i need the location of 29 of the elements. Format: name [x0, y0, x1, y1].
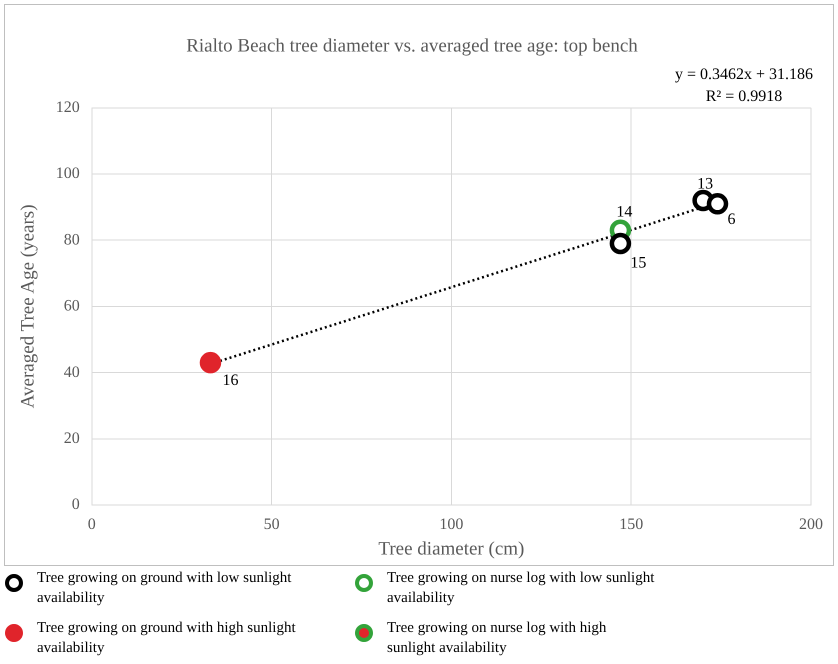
x-tick-label: 100 — [439, 516, 464, 533]
x-tick-label: 200 — [799, 516, 823, 533]
annotation: 15 — [630, 254, 646, 272]
annotation: 16 — [222, 372, 238, 389]
y-tick-label: 20 — [64, 430, 80, 448]
x-tick-label: 50 — [264, 516, 280, 533]
x-tick-label: 150 — [619, 516, 644, 533]
x-tick-label: 0 — [88, 516, 96, 533]
legend-label: Tree growing on nurse log with high sunlight availability — [387, 619, 608, 658]
y-axis-title: Averaged Tree Age (years) — [17, 204, 38, 408]
y-tick-label: 60 — [64, 298, 80, 315]
y-tick-label: 120 — [56, 99, 80, 116]
text: y = 0.3462x + 31.186 — [674, 66, 813, 84]
legend-label: Tree growing on ground with high sunlight availability — [37, 619, 297, 658]
legend-label: Tree growing on nurse log with low sunlight availability — [387, 569, 656, 608]
text: R² = 0.9918 — [706, 88, 782, 106]
y-tick-label: 80 — [64, 231, 80, 248]
y-tick-label: 0 — [72, 496, 80, 514]
annotation: 14 — [616, 203, 632, 220]
point — [610, 232, 632, 254]
annotation: 13 — [697, 176, 714, 193]
x-axis-title: Tree diameter (cm) — [378, 538, 524, 560]
point — [706, 193, 728, 215]
annotation: 6 — [728, 210, 736, 228]
point — [200, 352, 222, 374]
chart-title: Rialto Beach tree diameter vs. averaged tree age: top bench — [186, 35, 638, 56]
y-tick-label: 40 — [64, 364, 80, 381]
legend-label: Tree growing on ground with low sunlight availability — [37, 569, 292, 608]
y-tick-label: 100 — [56, 165, 80, 182]
